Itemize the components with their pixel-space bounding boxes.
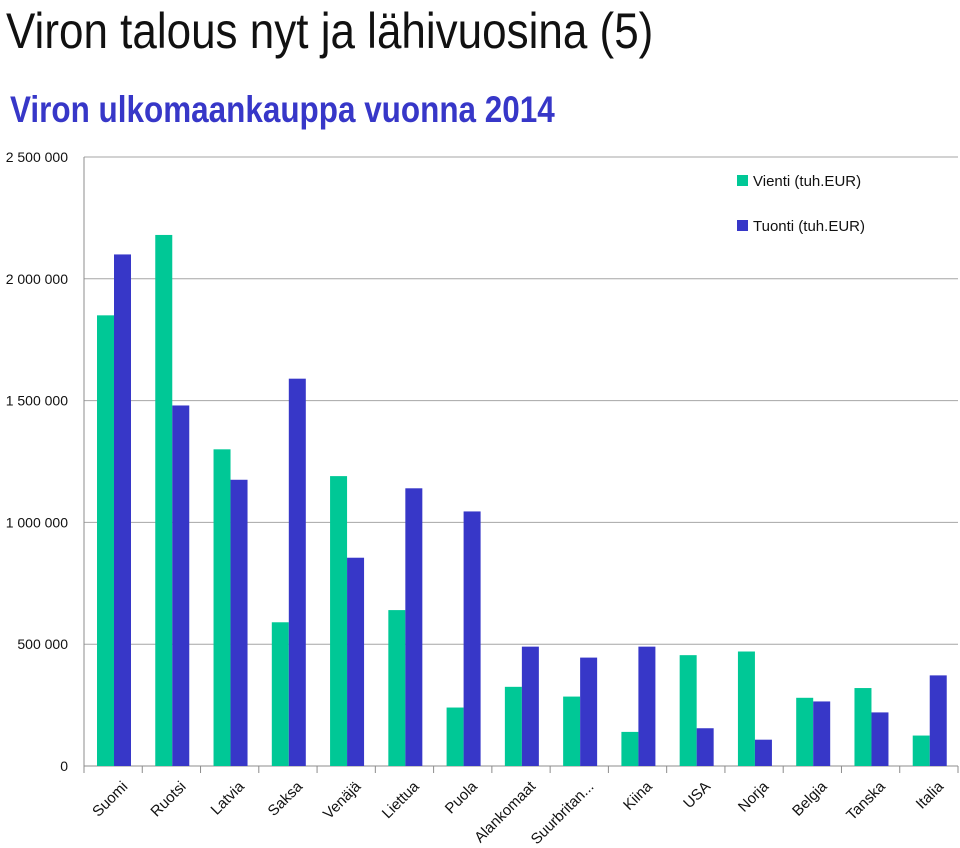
x-tick-label: Kiina bbox=[620, 778, 656, 814]
y-tick-label: 2 000 000 bbox=[6, 271, 68, 287]
legend: Vienti (tuh.EUR) Tuonti (tuh.EUR) bbox=[737, 173, 865, 235]
legend-label: Vienti (tuh.EUR) bbox=[753, 173, 861, 190]
bar-tuonti bbox=[230, 479, 248, 766]
x-tick-label: Suomi bbox=[89, 778, 131, 820]
x-tick-label: Norja bbox=[735, 778, 773, 816]
y-tick-label: 2 500 000 bbox=[6, 149, 68, 165]
x-tick-label: Puola bbox=[442, 778, 482, 818]
bar-vienti bbox=[446, 707, 464, 766]
bar-vienti bbox=[388, 610, 406, 766]
x-tick-label: Belgia bbox=[789, 778, 831, 820]
slide-title: Viron talous nyt ja lähivuosina (5) bbox=[6, 3, 654, 59]
bar-tuonti bbox=[580, 657, 598, 766]
x-tick-label: Saksa bbox=[265, 778, 307, 820]
y-tick-label: 500 000 bbox=[17, 636, 68, 652]
x-tick-labels: Suomi Ruotsi Latvia Saksa Venäjä Liettua Puola… bbox=[89, 778, 947, 848]
bar-vienti bbox=[912, 735, 930, 766]
bar-vienti bbox=[213, 449, 231, 766]
bar-tuonti bbox=[172, 405, 190, 766]
bar-tuonti bbox=[521, 646, 539, 766]
x-tick-label: USA bbox=[680, 778, 714, 812]
bar-vienti bbox=[155, 234, 173, 766]
bar-vienti bbox=[563, 696, 581, 766]
y-tick-label: 1 000 000 bbox=[6, 514, 68, 530]
x-tick-label: Italia bbox=[913, 778, 948, 813]
x-tick-label: Liettua bbox=[379, 778, 423, 822]
bar-tuonti bbox=[754, 739, 772, 766]
legend-swatch bbox=[737, 220, 748, 231]
x-tick-label: Latvia bbox=[208, 778, 249, 819]
bar-tuonti bbox=[813, 701, 831, 766]
x-tick-label: Tanska bbox=[843, 778, 889, 824]
legend-label: Tuonti (tuh.EUR) bbox=[753, 218, 865, 235]
bar-tuonti bbox=[929, 675, 947, 766]
bar-vienti bbox=[271, 622, 289, 766]
bar-vienti bbox=[737, 651, 755, 766]
y-tick-labels: 0 500 000 1 000 000 1 500 000 2 000 000 2 500… bbox=[6, 149, 69, 774]
bar-tuonti bbox=[638, 646, 656, 766]
bar-tuonti bbox=[871, 712, 889, 766]
bar-vienti bbox=[854, 688, 872, 766]
bar-tuonti bbox=[114, 254, 131, 766]
bar-vienti bbox=[504, 686, 522, 766]
bar-vienti bbox=[330, 476, 348, 766]
y-tick-label: 1 500 000 bbox=[6, 393, 68, 409]
x-tick-label: Venäjä bbox=[320, 778, 365, 823]
bar-tuonti bbox=[696, 728, 714, 766]
bar-vienti bbox=[97, 315, 114, 766]
bar-tuonti bbox=[288, 378, 306, 766]
bar-vienti bbox=[621, 731, 639, 766]
legend-swatch bbox=[737, 175, 748, 186]
x-tick-label: Ruotsi bbox=[147, 778, 189, 820]
bars bbox=[97, 234, 947, 766]
x-tick-label: Suurbritan... bbox=[528, 778, 598, 848]
bar-tuonti bbox=[405, 488, 423, 766]
bar-vienti bbox=[679, 655, 697, 766]
chart-title: Viron ulkomaankauppa vuonna 2014 bbox=[10, 89, 555, 130]
bar-vienti bbox=[796, 697, 814, 766]
y-tick-label: 0 bbox=[60, 758, 68, 774]
bar-tuonti bbox=[463, 511, 481, 766]
bar-tuonti bbox=[347, 557, 365, 766]
